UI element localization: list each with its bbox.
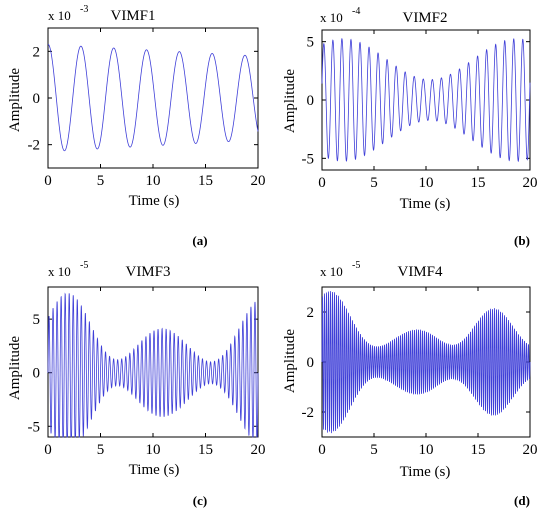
- panel-d-ytick-label: -2: [302, 405, 315, 421]
- panel-b-title: VIMF2: [402, 10, 447, 26]
- panel-c: x 10 -5 VIMF3 0 5 10 15 20-505 Amplitude Tim…: [7, 260, 266, 508]
- panel-c-xlabel: Time (s): [129, 462, 180, 478]
- panel-c-exponent-base: x 10: [48, 264, 71, 279]
- panel-a-xtick-label: 5: [97, 173, 105, 189]
- panel-b-exponent-base: x 10: [320, 10, 343, 25]
- panel-b-xtick-label: 10: [419, 175, 434, 191]
- panel-d-series-line: [321, 291, 531, 434]
- panel-d: x 10 -5 VIMF4 0 5 10 15 20 -2 0 2 Amplitude Tim…: [282, 260, 538, 508]
- panel-d-xtick-label: 5: [370, 442, 378, 458]
- panel-a-exponent-base: x 10: [48, 8, 71, 23]
- panel-d-ytick-label: 2: [307, 305, 315, 321]
- panel-d-exponent-power: -5: [352, 260, 360, 271]
- panel-b-exponent-power: -4: [352, 6, 360, 17]
- panel-d-xtick-label: 15: [471, 442, 486, 458]
- panel-c-ytick-label: 0: [33, 366, 41, 382]
- panel-b-xlabel: Time (s): [400, 196, 451, 212]
- panel-d-ylabel: Amplitude: [282, 329, 298, 394]
- panel-b-ytick-label: 5: [307, 35, 315, 51]
- panel-a-title: VIMF1: [110, 8, 155, 24]
- panel-a-xlabel: Time (s): [129, 193, 180, 209]
- panel-a-ytick-label: -2: [28, 138, 41, 154]
- panel-a-ytick-label: 0: [33, 91, 41, 107]
- panel-c-ylabel: Amplitude: [7, 336, 23, 401]
- panel-d-exponent-base: x 10: [320, 264, 343, 279]
- panel-c-xtick-label: 5: [97, 442, 105, 458]
- panel-a-series-line: [48, 43, 259, 152]
- panel-a-xtick-label: 15: [198, 173, 213, 189]
- panel-d-xtick-label: 0: [318, 442, 326, 458]
- panel-c-xtick-label: 20: [251, 442, 266, 458]
- panel-d-ytick-label: 0: [307, 355, 315, 371]
- panel-d-label: (d): [514, 493, 530, 508]
- panel-b-xtick-label: 20: [523, 175, 538, 191]
- panel-d-xtick-label: 10: [419, 442, 434, 458]
- panel-a-xtick-label: 10: [146, 173, 161, 189]
- panel-d-xtick-label: 20: [523, 442, 538, 458]
- panel-b-ytick-label: 0: [307, 93, 315, 109]
- panel-a-plot: 0 5 10 15 20 -2 0 2: [28, 27, 266, 189]
- panel-b-ytick-label: -5: [302, 151, 315, 167]
- panel-c-series-line: [47, 292, 259, 438]
- panel-c-xtick-label: 15: [198, 442, 213, 458]
- panel-c-ytick-label: -5: [28, 419, 41, 435]
- panel-c-exponent-power: -5: [80, 260, 88, 271]
- panel-a: x 10 -3 VIMF1 0 5 10 15 20 -2 0 2 Amplitude Tim…: [7, 4, 266, 248]
- panel-b: x 10 -4 VIMF2 0 5 10 15 20-505 Amplitude Tim…: [282, 6, 538, 248]
- panel-a-xtick-label: 0: [44, 173, 52, 189]
- panel-c-title: VIMF3: [125, 264, 170, 280]
- panel-b-xtick-label: 15: [471, 175, 486, 191]
- panel-a-ytick-label: 2: [33, 44, 41, 60]
- panel-c-plot: 0 5 10 15 20-505: [28, 286, 266, 458]
- panel-b-xtick-label: 5: [370, 175, 378, 191]
- panel-a-xtick-label: 20: [251, 173, 266, 189]
- panel-b-plot: 0 5 10 15 20-505: [302, 29, 538, 191]
- panel-c-xtick-label: 0: [44, 442, 52, 458]
- panel-b-label: (b): [514, 233, 530, 248]
- panel-c-label: (c): [193, 493, 207, 508]
- panel-b-ylabel: Amplitude: [282, 69, 298, 134]
- panel-c-ytick-label: 5: [33, 312, 41, 328]
- panel-a-label: (a): [192, 233, 207, 248]
- panel-a-ylabel: Amplitude: [7, 68, 23, 133]
- panel-d-title: VIMF4: [397, 264, 443, 280]
- panel-d-xlabel: Time (s): [400, 464, 451, 480]
- panel-a-exponent-power: -3: [80, 4, 88, 15]
- panel-d-plot: 0 5 10 15 20 -2 0 2: [302, 286, 538, 458]
- panel-c-xtick-label: 10: [146, 442, 161, 458]
- panel-b-series-line: [321, 37, 531, 163]
- panel-b-xtick-label: 0: [318, 175, 326, 191]
